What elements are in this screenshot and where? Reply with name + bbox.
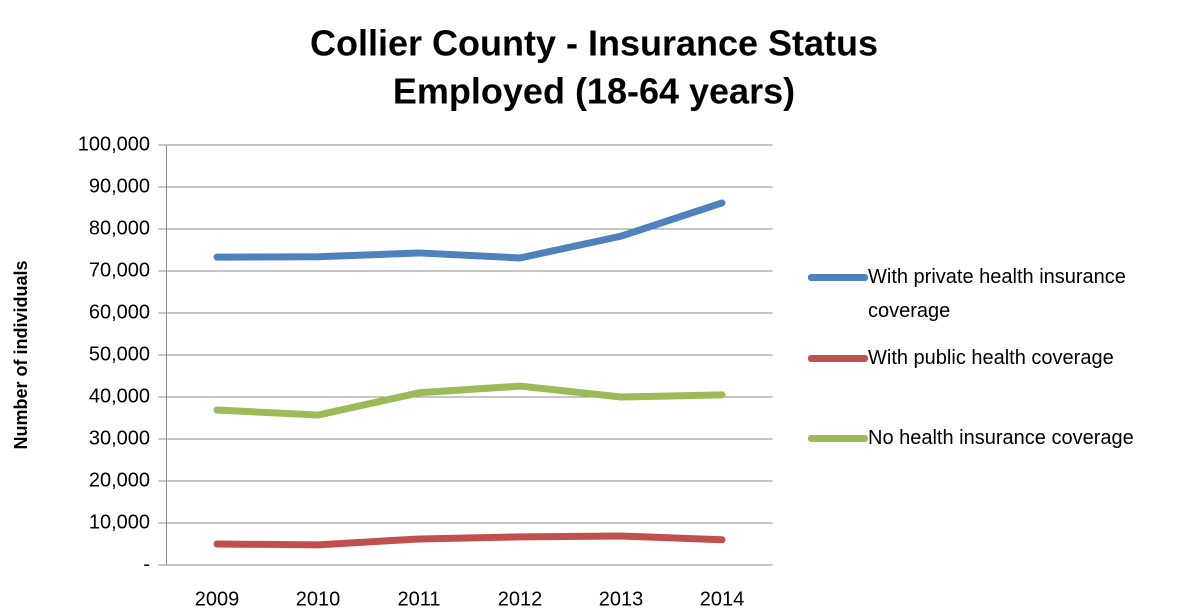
y-tick-label: 30,000 (89, 427, 150, 449)
x-tick-label: 2011 (397, 588, 440, 610)
y-axis-label: Number of individuals (11, 260, 31, 449)
y-tick-label: 40,000 (89, 385, 150, 407)
chart-subtitle: Employed (18-64 years) (393, 71, 795, 112)
y-tick-label: 70,000 (89, 259, 150, 281)
y-tick-label: 60,000 (89, 301, 150, 323)
x-tick-label: 2014 (700, 588, 745, 610)
legend-swatch (808, 274, 868, 281)
y-tick-label: 20,000 (89, 469, 150, 491)
series-line (213, 382, 726, 419)
legend-item: With private health insurance coverage (808, 260, 1198, 328)
y-tick-label: 10,000 (89, 511, 150, 533)
legend-label: No health insurance coverage (868, 427, 1134, 449)
legend-swatch (808, 435, 868, 442)
series-line (213, 199, 726, 262)
chart-title: Collier County - Insurance Status (310, 23, 878, 64)
x-tick-label: 2010 (296, 588, 341, 610)
y-tick-label: 90,000 (89, 175, 150, 197)
series-line (213, 532, 726, 549)
legend-label: With private health insurance coverage (868, 266, 1126, 322)
legend-item: No health insurance coverage (808, 421, 1198, 455)
y-tick-label: 100,000 (78, 133, 150, 155)
x-tick-label: 2012 (498, 588, 543, 610)
x-tick-label: 2013 (599, 588, 644, 610)
legend-swatch (808, 355, 868, 362)
y-tick-label: 50,000 (89, 343, 150, 365)
x-tick-label: 2009 (195, 588, 240, 610)
y-tick-label: 80,000 (89, 217, 150, 239)
legend-label: With public health coverage (868, 347, 1114, 369)
legend-item: With public health coverage (808, 341, 1198, 375)
y-tick-label: - (143, 553, 150, 575)
